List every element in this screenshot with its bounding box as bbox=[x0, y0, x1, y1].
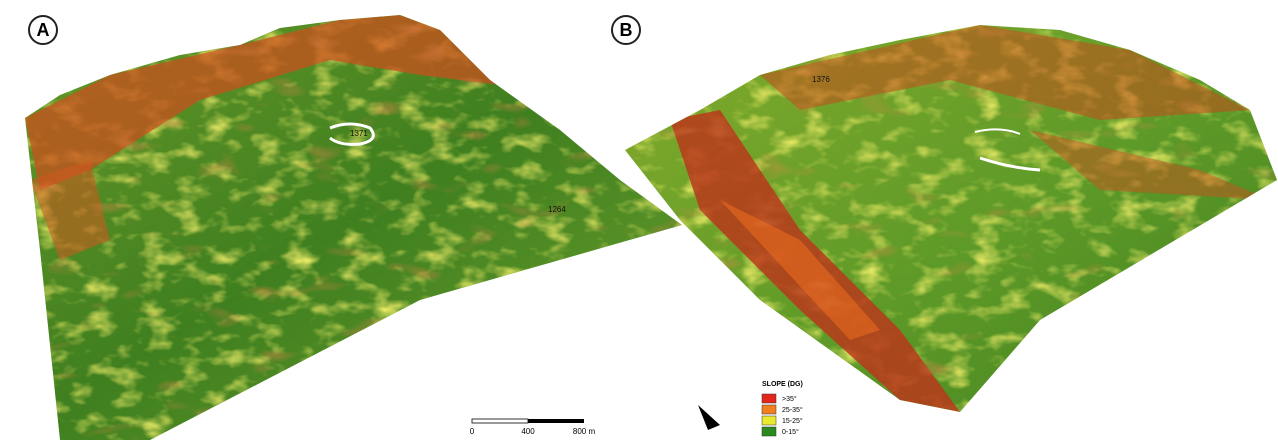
legend-label: 25-35° bbox=[782, 406, 803, 414]
scale-bar: 0 400 800 m bbox=[470, 419, 596, 436]
elevation-label: 1371 bbox=[350, 129, 368, 138]
legend-label: >35° bbox=[782, 395, 797, 403]
scale-label: 0 bbox=[470, 427, 475, 436]
legend-swatch bbox=[762, 416, 776, 425]
scale-label: 400 bbox=[521, 427, 535, 436]
elevation-label: 1264 bbox=[548, 205, 566, 214]
legend-title: SLOPE (DG) bbox=[762, 381, 803, 388]
legend-swatch bbox=[762, 394, 776, 403]
panel-label: A bbox=[37, 20, 50, 40]
figure: A B 1371 1264 1376 0 400 800 m SLOPE (DG… bbox=[0, 0, 1278, 445]
legend: SLOPE (DG) >35° 25-35° 15-25° 0-15° bbox=[762, 381, 803, 436]
scale-label: 800 m bbox=[573, 427, 596, 436]
legend-label: 15-25° bbox=[782, 417, 803, 425]
panel-label: B bbox=[620, 20, 633, 40]
north-arrow bbox=[698, 405, 720, 430]
legend-swatch bbox=[762, 427, 776, 436]
terrain-a bbox=[0, 0, 700, 445]
elevation-label: 1376 bbox=[812, 75, 830, 84]
terrain-b bbox=[600, 0, 1278, 445]
legend-label: 0-15° bbox=[782, 428, 799, 436]
legend-swatch bbox=[762, 405, 776, 414]
